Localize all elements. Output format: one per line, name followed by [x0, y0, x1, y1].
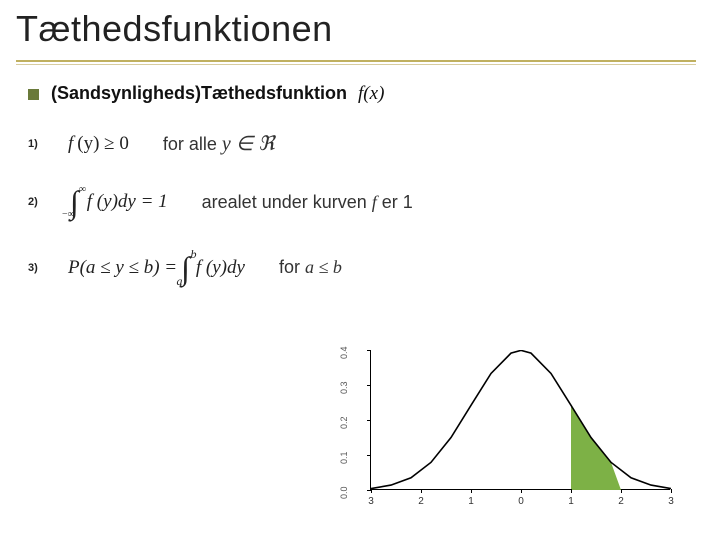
x-tick [671, 489, 672, 493]
y-tick [367, 455, 371, 456]
bullet-icon [28, 89, 39, 100]
property-desc: arealet under kurven f er 1 [202, 192, 413, 213]
x-tick [521, 489, 522, 493]
a-le-b: a ≤ b [305, 257, 342, 277]
property-formula: ∞ ∫ −∞ f (y)dy = 1 arealet under kurven … [68, 184, 413, 220]
int-upper: b [191, 250, 197, 258]
property-2: 2) ∞ ∫ −∞ f (y)dy = 1 arealet under kurv… [28, 184, 692, 220]
y-tick-label: 0.2 [339, 416, 349, 429]
property-desc: for a ≤ b [279, 257, 342, 278]
x-tick-label: 1 [468, 496, 474, 507]
for-alle: for alle [163, 134, 222, 154]
fy-arg: (y) ≥ 0 [77, 133, 129, 155]
bullet-item: (Sandsynligheds)Tæthedsfunktion f(x) [28, 83, 692, 105]
property-number: 3) [28, 262, 50, 274]
x-tick [621, 489, 622, 493]
y-tick-label: 0.1 [339, 451, 349, 464]
x-tick [421, 489, 422, 493]
x-tick-label: 2 [418, 496, 424, 507]
bullet-label: (Sandsynligheds)Tæthedsfunktion [51, 83, 347, 103]
y-tick [367, 350, 371, 351]
x-tick-label: 3 [668, 496, 674, 507]
density-curve [371, 350, 671, 488]
property-1: 1) f (y) ≥ 0 for alle y ∈ ℜ [28, 131, 692, 156]
integral-icon: ∞ ∫ −∞ [68, 184, 81, 220]
int-lower: −∞ [62, 211, 75, 218]
y-tick [367, 385, 371, 386]
fy: f [68, 133, 73, 155]
property-3: 3) P(a ≤ y ≤ b) = b ∫ a f (y)dy for a ≤ … [28, 248, 692, 287]
x-tick [571, 489, 572, 493]
y-axis-labels: 0.00.10.20.30.4 [340, 350, 368, 490]
property-desc: for alle y ∈ ℜ [163, 131, 275, 156]
plot-area: 3210123 [370, 350, 670, 490]
x-tick [471, 489, 472, 493]
property-number: 2) [28, 196, 50, 208]
bullet-fx: f(x) [358, 83, 384, 104]
for: for [279, 257, 305, 277]
density-chart: 0.00.10.20.30.4 3210123 [340, 350, 680, 520]
y-in-R: y ∈ ℜ [222, 133, 275, 155]
int-lower: a [177, 277, 183, 285]
property-number: 1) [28, 138, 50, 150]
y-tick [367, 490, 371, 491]
page-title: Tæthedsfunktionen [16, 8, 704, 50]
bullet-text: (Sandsynligheds)Tæthedsfunktion f(x) [51, 83, 384, 105]
x-tick-label: 2 [618, 496, 624, 507]
integrand: f (y)dy [196, 257, 245, 279]
desc-text: arealet under kurven [202, 192, 372, 212]
integral-icon: b ∫ a [181, 248, 190, 287]
y-tick-label: 0.0 [339, 486, 349, 499]
desc-tail: er 1 [377, 192, 413, 212]
curve-svg [371, 350, 671, 490]
x-tick-label: 1 [568, 496, 574, 507]
property-formula: P(a ≤ y ≤ b) = b ∫ a f (y)dy for a ≤ b [68, 248, 342, 287]
x-tick-label: 3 [368, 496, 374, 507]
x-tick [371, 489, 372, 493]
prob-lhs: P(a ≤ y ≤ b) = [68, 257, 177, 279]
property-formula: f (y) ≥ 0 for alle y ∈ ℜ [68, 131, 274, 156]
integrand: f (y)dy = 1 [87, 191, 168, 213]
y-tick [367, 420, 371, 421]
x-tick-label: 0 [518, 496, 524, 507]
y-tick-label: 0.3 [339, 381, 349, 394]
int-upper: ∞ [79, 186, 86, 193]
title-rule [16, 60, 696, 62]
content-area: (Sandsynligheds)Tæthedsfunktion f(x) 1) … [0, 65, 720, 288]
y-tick-label: 0.4 [339, 346, 349, 359]
